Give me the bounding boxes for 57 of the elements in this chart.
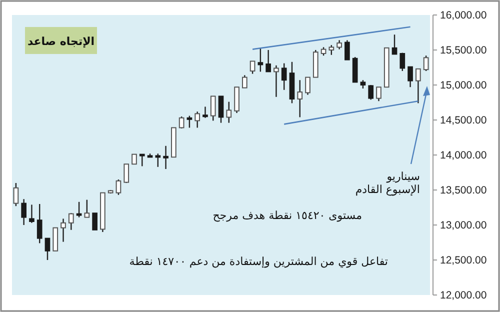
candlestick bbox=[124, 164, 130, 184]
candlestick bbox=[344, 40, 350, 60]
candlestick bbox=[328, 44, 334, 56]
candlestick bbox=[68, 212, 74, 230]
candlestick bbox=[29, 204, 34, 224]
candlestick bbox=[92, 212, 98, 230]
candlestick bbox=[408, 66, 413, 88]
y-tick-label: 12,000.00 bbox=[440, 290, 487, 302]
annotation: الإتجاه صاعد bbox=[27, 35, 95, 48]
candlestick bbox=[305, 76, 310, 96]
annotation: تفاعل قوي من المشترين وإستفادة من دعم ١٤٧٠٠ نقطة bbox=[129, 255, 388, 268]
candlestick bbox=[132, 154, 137, 165]
candlestick bbox=[36, 203, 42, 244]
candlestick bbox=[368, 84, 374, 100]
candlestick bbox=[218, 96, 224, 124]
annotation: سيناريو الإسبوع القادم bbox=[355, 170, 420, 196]
candlestick bbox=[76, 201, 82, 218]
candlestick bbox=[178, 116, 184, 129]
candlestick bbox=[250, 60, 256, 74]
candlestick bbox=[266, 49, 271, 72]
candlestick bbox=[416, 68, 421, 104]
annotation: مستوى ١٥٤٢٠ نقطة هدف مرجح bbox=[212, 209, 362, 222]
candlestick bbox=[423, 55, 429, 72]
y-tick-label: 15,000.00 bbox=[440, 80, 487, 92]
candlestick bbox=[84, 199, 90, 218]
candlestick bbox=[400, 52, 406, 72]
y-tick-label: 12,500.00 bbox=[440, 254, 487, 267]
candlestick bbox=[234, 86, 240, 114]
candlestick bbox=[392, 34, 398, 55]
y-tick-label: 15,500.00 bbox=[440, 44, 487, 57]
candlestick bbox=[258, 47, 264, 72]
candlestick bbox=[139, 154, 145, 167]
candlestick bbox=[336, 40, 342, 50]
candlestick bbox=[274, 64, 279, 98]
candlestick bbox=[226, 101, 232, 124]
candlestick bbox=[13, 182, 19, 207]
candlestick bbox=[352, 56, 358, 83]
candlestick bbox=[281, 62, 287, 90]
y-tick-label: 14,000.00 bbox=[440, 150, 487, 162]
candlestick bbox=[297, 80, 303, 118]
candlestick bbox=[163, 145, 168, 170]
candlestick bbox=[116, 178, 122, 196]
candlestick bbox=[194, 111, 200, 128]
candlestick bbox=[21, 198, 26, 226]
y-tick-label: 13,000.00 bbox=[440, 220, 487, 232]
y-tick-label: 16,000.00 bbox=[440, 10, 487, 22]
candlestick bbox=[52, 227, 58, 252]
candlestick bbox=[210, 96, 216, 122]
candlestick bbox=[242, 74, 248, 88]
candlestick bbox=[44, 238, 50, 261]
candlestick bbox=[186, 115, 192, 128]
candlestick bbox=[60, 218, 66, 242]
y-tick-label: 14,500.00 bbox=[440, 114, 487, 127]
y-tick-label: 13,500.00 bbox=[440, 184, 487, 197]
candlestick bbox=[155, 153, 161, 168]
candlestick bbox=[376, 86, 382, 102]
candlestick bbox=[202, 106, 208, 118]
